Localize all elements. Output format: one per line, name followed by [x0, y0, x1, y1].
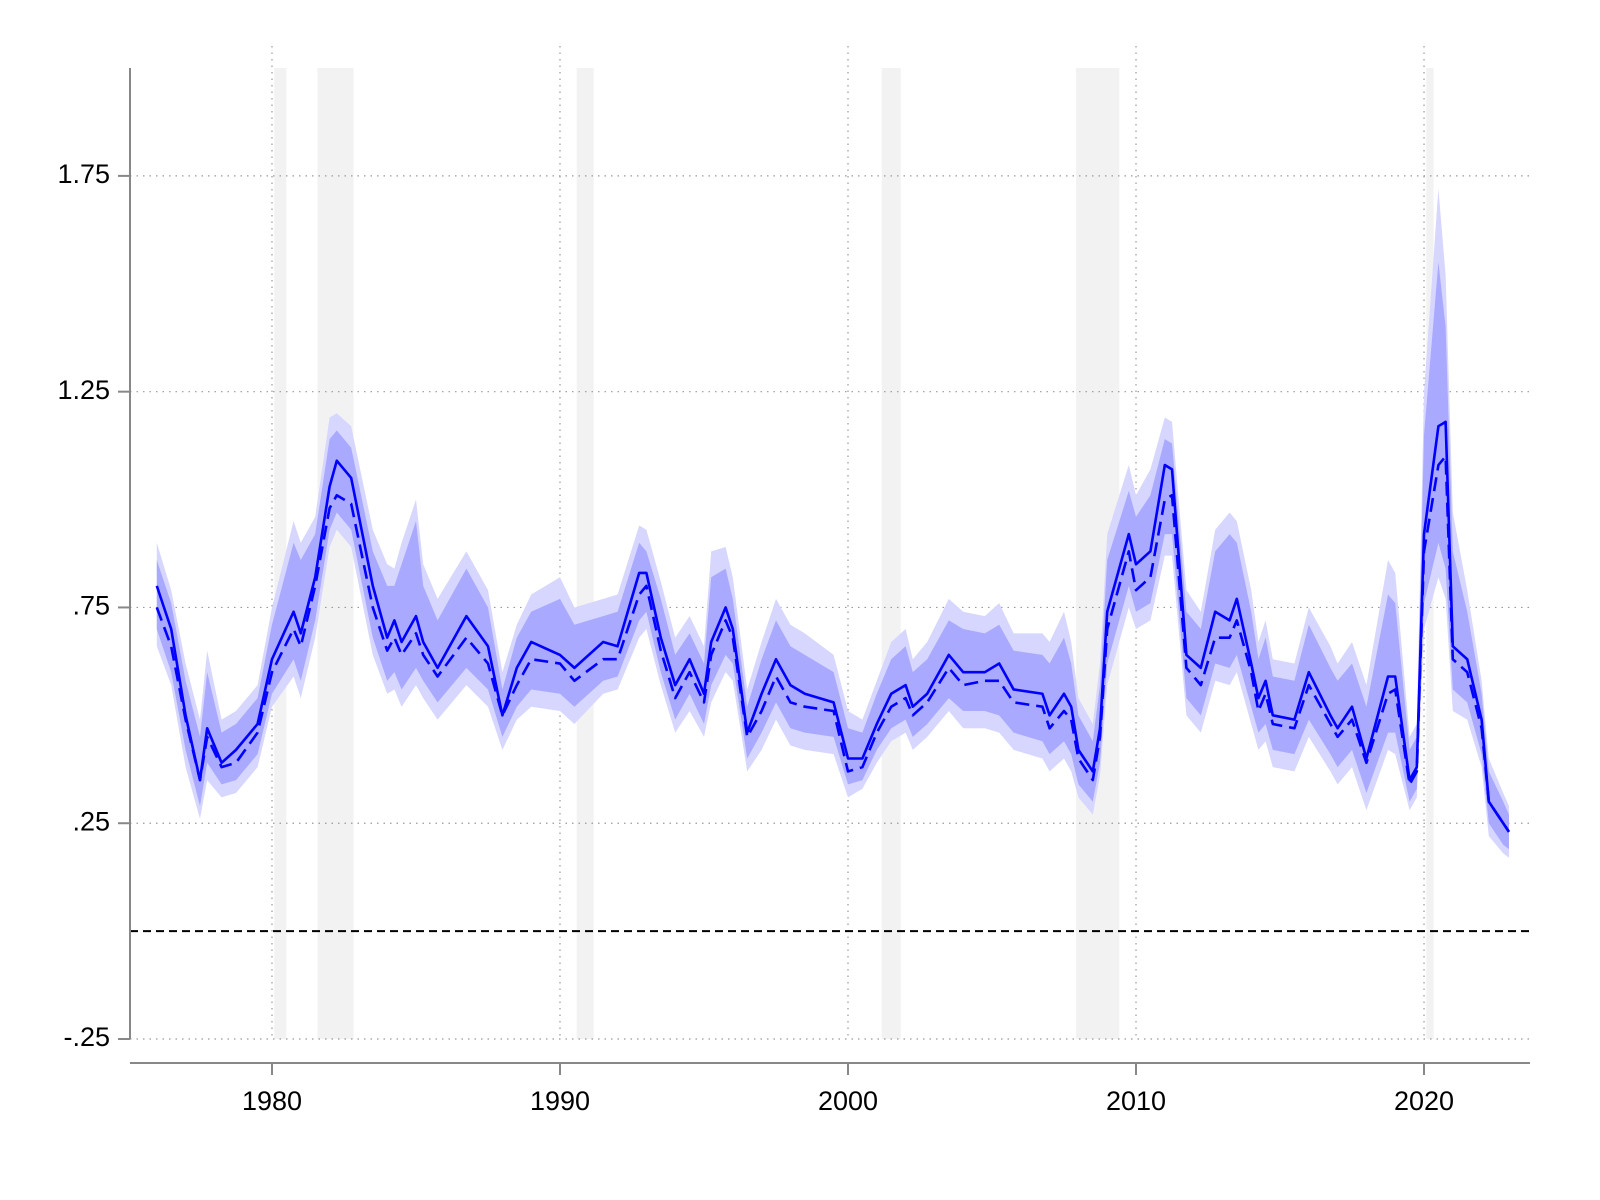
dashed-line: [155, 455, 1511, 833]
x-tick-label: 2000: [818, 1086, 878, 1116]
x-tick-label: 2020: [1394, 1086, 1454, 1116]
y-tick-label: 1.25: [57, 375, 110, 405]
y-tick-label: .25: [72, 806, 110, 836]
x-tick-label: 1990: [530, 1086, 590, 1116]
y-tick-label: -.25: [63, 1022, 110, 1052]
y-tick-label: .75: [72, 591, 110, 621]
confidence-band: [156, 262, 1509, 850]
shaded-region: [576, 68, 594, 1039]
x-tick-label: 2010: [1106, 1086, 1166, 1116]
y-tick-label: 1.75: [57, 159, 110, 189]
shaded-region: [274, 68, 287, 1039]
x-tick-label: 1980: [242, 1086, 302, 1116]
shaded-region: [881, 68, 901, 1039]
solid-line: [155, 420, 1511, 833]
